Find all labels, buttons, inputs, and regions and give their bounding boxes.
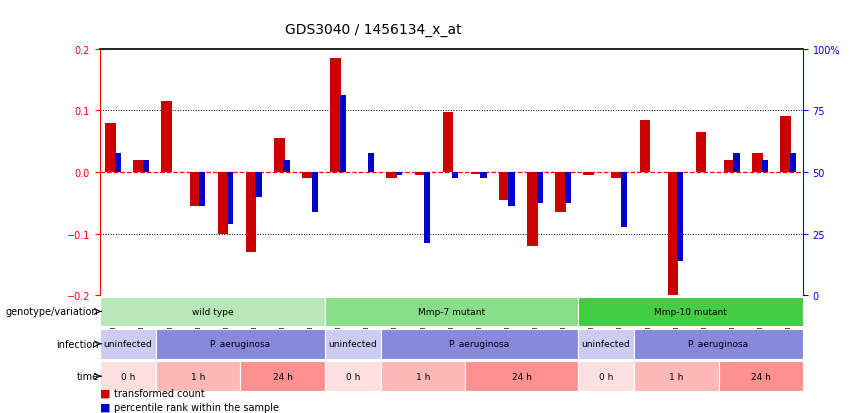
Bar — [578, 297, 803, 327]
Bar — [719, 361, 803, 391]
Text: 0 h: 0 h — [121, 372, 135, 381]
Bar — [274, 139, 285, 173]
Text: wild type: wild type — [192, 307, 233, 316]
Bar — [156, 361, 240, 391]
Bar — [635, 329, 803, 359]
Bar — [424, 173, 431, 243]
Bar — [161, 102, 172, 173]
Bar — [443, 112, 453, 173]
Text: infection: infection — [56, 339, 98, 349]
Text: 0 h: 0 h — [599, 372, 613, 381]
Text: 24 h: 24 h — [512, 372, 531, 381]
Text: 1 h: 1 h — [669, 372, 683, 381]
Bar — [509, 173, 515, 206]
Bar — [465, 361, 578, 391]
Bar — [733, 154, 740, 173]
Bar — [240, 361, 325, 391]
Bar — [227, 173, 233, 225]
Bar — [105, 123, 115, 173]
Text: uninfected: uninfected — [329, 339, 378, 349]
Bar — [536, 173, 542, 203]
Bar — [339, 96, 346, 173]
Text: uninfected: uninfected — [103, 339, 152, 349]
Bar — [330, 59, 341, 173]
Bar — [325, 297, 578, 327]
Bar — [565, 173, 571, 203]
Bar — [312, 173, 318, 213]
Text: ■: ■ — [100, 388, 110, 398]
Bar — [381, 329, 578, 359]
Bar — [199, 173, 206, 206]
Bar — [761, 160, 768, 173]
Bar — [677, 173, 683, 262]
Text: percentile rank within the sample: percentile rank within the sample — [114, 402, 279, 412]
Bar — [218, 173, 228, 234]
Text: P. aeruginosa: P. aeruginosa — [210, 339, 271, 349]
Text: genotype/variation: genotype/variation — [6, 307, 98, 317]
Bar — [100, 297, 325, 327]
Bar — [284, 160, 290, 173]
Bar — [381, 361, 465, 391]
Bar — [640, 120, 650, 173]
Bar — [696, 133, 707, 173]
Bar — [790, 154, 796, 173]
Bar — [480, 173, 487, 179]
Bar — [143, 160, 149, 173]
Bar — [470, 173, 482, 174]
Text: GDS3040 / 1456134_x_at: GDS3040 / 1456134_x_at — [285, 23, 462, 37]
Text: 1 h: 1 h — [191, 372, 206, 381]
Bar — [752, 154, 763, 173]
Bar — [578, 361, 635, 391]
Bar — [621, 173, 627, 228]
Text: 24 h: 24 h — [751, 372, 771, 381]
Bar — [578, 329, 635, 359]
Bar — [499, 173, 510, 200]
Bar — [255, 173, 261, 197]
Bar — [635, 361, 719, 391]
Bar — [396, 173, 402, 176]
Text: 1 h: 1 h — [416, 372, 431, 381]
Bar — [134, 160, 144, 173]
Text: 24 h: 24 h — [273, 372, 293, 381]
Text: transformed count: transformed count — [114, 388, 205, 398]
Bar — [667, 173, 678, 296]
Bar — [115, 154, 121, 173]
Bar — [780, 117, 791, 173]
Bar — [156, 329, 325, 359]
Bar — [189, 173, 201, 206]
Bar — [325, 329, 381, 359]
Bar — [386, 173, 397, 179]
Bar — [302, 173, 312, 179]
Bar — [724, 160, 734, 173]
Bar — [583, 173, 594, 176]
Text: time: time — [76, 371, 98, 381]
Text: ■: ■ — [100, 402, 110, 412]
Bar — [452, 173, 458, 179]
Bar — [100, 361, 156, 391]
Bar — [556, 173, 566, 213]
Bar — [325, 361, 381, 391]
Bar — [368, 154, 374, 173]
Bar — [415, 173, 425, 176]
Text: 0 h: 0 h — [345, 372, 360, 381]
Text: uninfected: uninfected — [582, 339, 630, 349]
Bar — [611, 173, 622, 179]
Text: P. aeruginosa: P. aeruginosa — [688, 339, 748, 349]
Text: Mmp-10 mutant: Mmp-10 mutant — [654, 307, 727, 316]
Bar — [527, 173, 537, 246]
Bar — [100, 329, 156, 359]
Bar — [246, 173, 256, 252]
Text: P. aeruginosa: P. aeruginosa — [450, 339, 510, 349]
Text: Mmp-7 mutant: Mmp-7 mutant — [418, 307, 485, 316]
